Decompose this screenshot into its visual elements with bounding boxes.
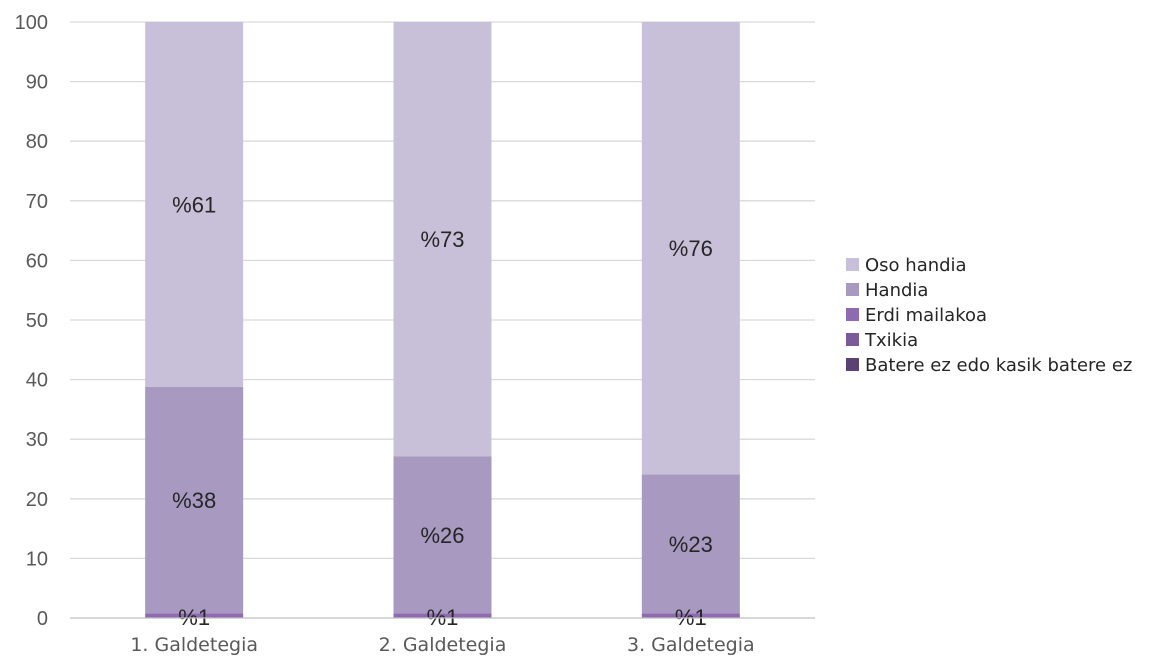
- data-label-3-handia: %23: [669, 532, 713, 557]
- legend-label: Oso handia: [865, 255, 967, 276]
- legend-item-batere-ez-edo-kasik-batere-ez: Batere ez edo kasik batere ez: [846, 355, 1132, 376]
- data-label-1-oso-handia: %61: [172, 192, 216, 217]
- legend-label: Batere ez edo kasik batere ez: [865, 355, 1132, 376]
- data-label-1-handia: %38: [172, 488, 216, 513]
- bar-segment-3-oso-handia: [641, 22, 740, 475]
- legend-swatch: [846, 358, 859, 371]
- y-tick-label-20: 20: [26, 489, 48, 511]
- x-category-label-1: 1. Galdetegia: [130, 634, 258, 656]
- legend-label: Erdi mailakoa: [865, 305, 987, 326]
- y-tick-label-30: 30: [26, 429, 48, 451]
- data-label-2-handia: %26: [420, 523, 464, 548]
- x-category-label-3: 3. Galdetegia: [627, 634, 755, 656]
- y-tick-label-10: 10: [26, 548, 48, 570]
- legend-item-txikia: Txikia: [846, 330, 918, 351]
- x-axis-category-labels: 1. Galdetegia 2. Galdetegia 3. Galdetegia: [130, 634, 754, 656]
- legend-label: Handia: [865, 280, 928, 301]
- data-label-3-oso-handia: %76: [669, 236, 713, 261]
- y-tick-label-50: 50: [26, 310, 48, 332]
- bar-segment-1-oso-handia: [145, 22, 244, 387]
- bar-segment-2-oso-handia: [393, 22, 492, 457]
- y-tick-label-90: 90: [26, 72, 48, 94]
- legend-label: Txikia: [864, 330, 918, 351]
- y-tick-label-40: 40: [26, 370, 48, 392]
- legend-item-erdi-mailakoa: Erdi mailakoa: [846, 305, 987, 326]
- y-tick-label-80: 80: [26, 131, 48, 153]
- legend-swatch: [846, 258, 859, 271]
- data-label-2-oso-handia: %73: [420, 227, 464, 252]
- y-tick-label-60: 60: [26, 250, 48, 272]
- y-axis-tick-labels: 0 10 20 30 40 50 60 70 80 90 100: [15, 12, 48, 630]
- legend-item-oso-handia: Oso handia: [846, 255, 967, 276]
- bar-segment-3-handia: [641, 474, 740, 614]
- x-category-label-2: 2. Galdetegia: [379, 634, 507, 656]
- legend-swatch: [846, 283, 859, 296]
- y-tick-label-0: 0: [37, 608, 48, 630]
- bar-segment-1-handia: [145, 386, 244, 614]
- bar-segment-2-erdi-mailakoa: [393, 613, 492, 618]
- legend-swatch: [846, 333, 859, 346]
- bar-segment-3-erdi-mailakoa: [641, 613, 740, 618]
- legend: Oso handia Handia Erdi mailakoa Txikia Bater…: [846, 255, 1132, 376]
- legend-swatch: [846, 308, 859, 321]
- bar-segment-2-handia: [393, 456, 492, 614]
- bar-segment-1-erdi-mailakoa: [145, 613, 244, 618]
- y-tick-label-100: 100: [15, 12, 48, 34]
- y-tick-label-70: 70: [26, 191, 48, 213]
- bar-segments: [145, 22, 740, 618]
- legend-item-handia: Handia: [846, 280, 928, 301]
